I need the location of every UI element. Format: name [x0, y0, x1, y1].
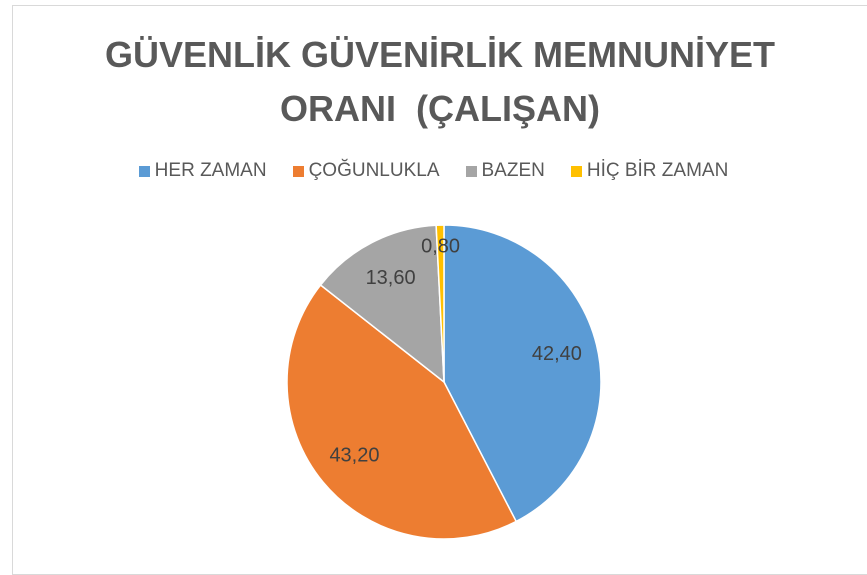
data-label: 43,20 [329, 444, 379, 466]
legend-label: ÇOĞUNLUKLA [308, 160, 440, 181]
pie-slice [435, 224, 445, 383]
legend-swatch [292, 165, 304, 177]
pie-slice [443, 224, 602, 523]
legend-item: HİÇ BİR ZAMAN [570, 160, 729, 182]
legend-item: HER ZAMAN [138, 160, 267, 182]
legend-swatch [570, 165, 582, 177]
chart: 42,40 43,20 13,600,80 [286, 224, 602, 540]
data-label: 13,60 [366, 267, 416, 289]
legend-label: HER ZAMAN [154, 160, 267, 181]
legend: HER ZAMAN ÇOĞUNLUKLA BAZEN HİÇ BİR ZAMAN [0, 160, 867, 182]
legend-swatch [138, 165, 150, 177]
legend-swatch [465, 165, 477, 177]
chart-title: GÜVENLİK GÜVENİRLİK MEMNUNİYET ORANI (ÇA… [104, 34, 786, 129]
legend-label: HİÇ BİR ZAMAN [586, 160, 729, 181]
legend-label: BAZEN [481, 160, 545, 181]
pie-slice [319, 224, 445, 384]
data-label: 42,40 [532, 343, 582, 365]
legend-item: ÇOĞUNLUKLA [292, 160, 440, 182]
legend-item: BAZEN [465, 160, 545, 182]
page: {"chart_data": {"type": "pie", "title": … [0, 5, 867, 575]
pie-slice [286, 283, 518, 540]
data-label: 0,80 [421, 235, 460, 257]
